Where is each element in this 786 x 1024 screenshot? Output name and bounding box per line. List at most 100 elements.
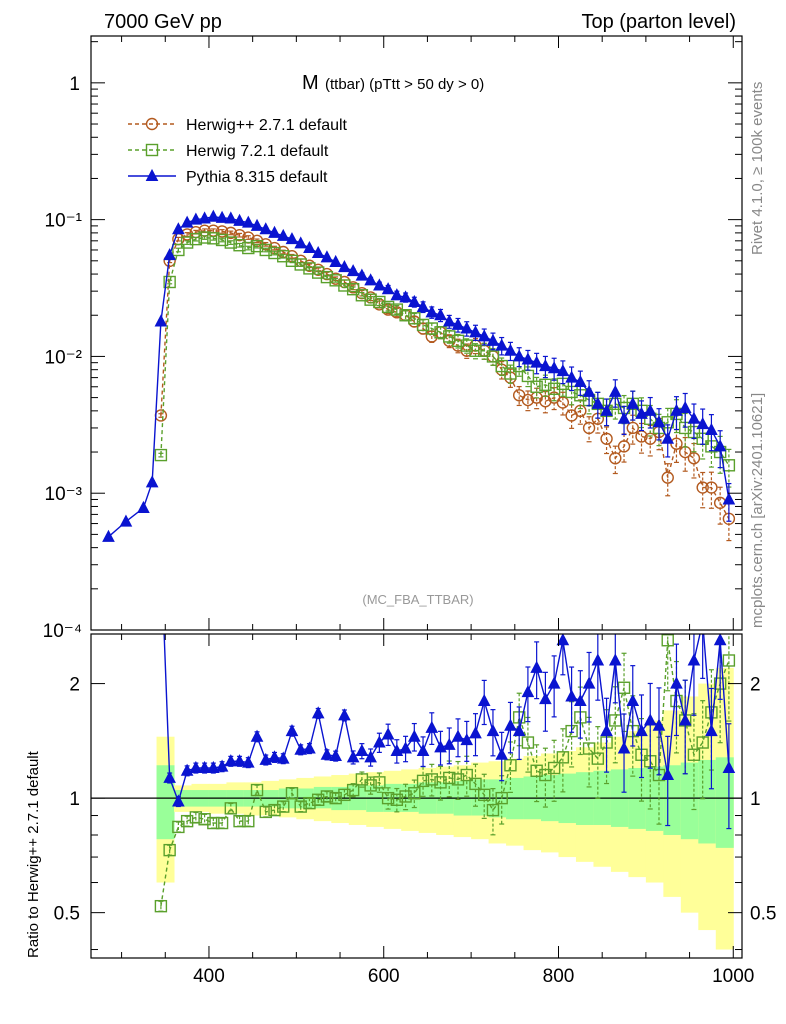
main-point-triangle xyxy=(574,374,587,388)
ratio-point-square xyxy=(198,813,211,826)
legend-marker-triangle xyxy=(145,168,159,181)
band-inner-bin xyxy=(156,765,175,840)
y-tick-label: 10⁻² xyxy=(45,347,83,368)
ratio-point-square xyxy=(460,768,473,782)
ratio-point-triangle xyxy=(722,760,736,773)
ratio-point-triangle xyxy=(250,729,264,742)
main-point-triangle xyxy=(285,232,299,245)
main-point-triangle xyxy=(250,218,264,231)
ratio-point-triangle xyxy=(652,718,666,731)
main-point-circle xyxy=(180,228,194,241)
ratio-point-triangle xyxy=(512,724,526,737)
ratio-y-tick-label: 1 xyxy=(69,789,80,810)
main-point-triangle xyxy=(294,236,308,249)
ratio-point-triangle xyxy=(399,741,412,754)
main-point-circle xyxy=(600,432,613,445)
ratio-y-tick-label-right: 0.5 xyxy=(750,904,776,925)
main-point-triangle xyxy=(425,305,439,318)
main-point-triangle xyxy=(582,384,596,397)
ratio-point-square xyxy=(582,742,596,755)
main-point-triangle xyxy=(696,417,710,430)
main-line-circle xyxy=(160,229,730,520)
ratio-point-square xyxy=(687,748,701,761)
ratio-point-triangle xyxy=(311,706,325,719)
main-point-circle xyxy=(705,481,718,494)
ratio-point-triangle xyxy=(705,724,718,737)
ratio-point-square xyxy=(539,768,552,782)
main-point-square xyxy=(416,318,430,332)
main-point-triangle xyxy=(163,248,176,261)
x-tick-label: 600 xyxy=(368,966,400,987)
ratio-point-triangle xyxy=(320,747,334,760)
main-point-square xyxy=(268,246,281,260)
ratio-point-square xyxy=(364,779,377,792)
main-point-square xyxy=(294,258,307,271)
main-point-square xyxy=(320,270,334,284)
main-point-square xyxy=(233,239,246,252)
ratio-point-triangle xyxy=(591,653,605,666)
legend-label: Pythia 8.315 default xyxy=(186,169,328,186)
main-point-triangle xyxy=(346,264,360,277)
ratio-y-tick-label: 2 xyxy=(69,675,80,696)
ratio-series-triangle xyxy=(155,544,736,830)
ratio-point-triangle xyxy=(661,767,675,781)
ratio-point-triangle xyxy=(416,743,430,756)
band-inner-bin xyxy=(471,779,490,816)
ratio-point-square xyxy=(268,803,281,817)
header-right: Top (parton level) xyxy=(581,11,736,33)
ratio-point-square xyxy=(207,816,220,830)
legend-marker-circle xyxy=(145,117,159,131)
main-point-square xyxy=(443,330,456,343)
main-point-triangle xyxy=(338,259,351,273)
ratio-point-triangle xyxy=(486,724,500,737)
ratio-point-triangle xyxy=(547,676,561,689)
ratio-point-triangle xyxy=(565,689,578,702)
main-point-triangle xyxy=(189,212,203,225)
main-point-square xyxy=(434,326,447,339)
ratio-point-square xyxy=(425,773,438,786)
x-tick-label: 800 xyxy=(543,966,575,987)
ratio-point-square xyxy=(224,802,238,815)
ratio-point-square xyxy=(469,777,482,791)
ratio-point-triangle xyxy=(442,737,456,750)
ratio-ylabel: Ratio to Herwig++ 2.7.1 default xyxy=(25,750,42,958)
ratio-point-triangle xyxy=(224,754,238,767)
ratio-point-triangle xyxy=(600,724,613,737)
ratio-point-square xyxy=(381,791,395,805)
ratio-point-triangle xyxy=(556,634,570,646)
ratio-point-triangle xyxy=(574,693,587,706)
main-series-square xyxy=(154,231,736,488)
x-tick-label: 400 xyxy=(193,966,225,987)
main-point-circle xyxy=(582,421,596,435)
main-point-square xyxy=(180,236,194,249)
main-point-square xyxy=(451,334,465,348)
main-point-circle xyxy=(233,228,246,242)
main-point-triangle xyxy=(556,364,570,377)
ratio-point-square xyxy=(661,634,674,647)
main-point-triangle xyxy=(154,314,168,327)
ratio-point-square xyxy=(329,791,342,805)
ratio-point-square xyxy=(408,787,421,800)
ratio-point-square xyxy=(504,759,517,772)
ratio-point-square xyxy=(556,751,570,764)
main-point-triangle xyxy=(661,431,675,444)
ratio-point-square xyxy=(250,783,264,797)
ratio-point-triangle xyxy=(626,693,640,706)
main-frame xyxy=(90,35,743,631)
ratio-point-triangle xyxy=(617,741,631,754)
main-point-square xyxy=(399,309,412,322)
ratio-point-triangle xyxy=(155,544,166,555)
ratio-point-square xyxy=(390,793,404,806)
ratio-point-triangle xyxy=(530,660,543,673)
ratio-frame xyxy=(90,633,743,959)
band-inner-bin xyxy=(680,762,699,840)
main-point-square xyxy=(355,289,369,302)
ratio-point-triangle xyxy=(539,692,552,705)
main-point-triangle xyxy=(268,225,281,238)
main-point-triangle xyxy=(495,338,509,351)
main-point-circle xyxy=(696,481,709,494)
main-point-triangle xyxy=(137,500,150,513)
main-point-triangle xyxy=(241,215,255,228)
main-point-circle xyxy=(617,440,631,453)
main-point-square xyxy=(224,236,238,249)
